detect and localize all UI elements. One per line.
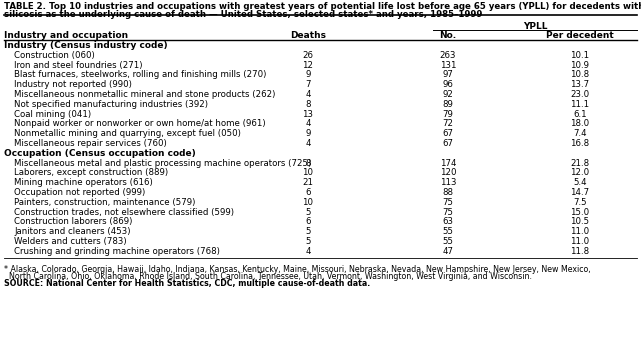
Text: 4: 4 <box>305 247 311 256</box>
Text: 10.9: 10.9 <box>570 60 590 69</box>
Text: 113: 113 <box>440 178 456 187</box>
Text: Industry not reported (990): Industry not reported (990) <box>14 80 132 89</box>
Text: Janitors and cleaners (453): Janitors and cleaners (453) <box>14 227 131 236</box>
Text: Per decedent: Per decedent <box>546 31 614 40</box>
Text: 96: 96 <box>442 80 453 89</box>
Text: 14.7: 14.7 <box>570 188 590 197</box>
Text: Blast furnaces, steelworks, rolling and finishing mills (270): Blast furnaces, steelworks, rolling and … <box>14 71 267 80</box>
Text: 174: 174 <box>440 159 456 168</box>
Text: 11.1: 11.1 <box>570 100 590 109</box>
Text: 89: 89 <box>442 100 453 109</box>
Text: Occupation (Census occupation code): Occupation (Census occupation code) <box>4 149 196 158</box>
Text: 18.0: 18.0 <box>570 120 590 129</box>
Text: 7: 7 <box>305 80 311 89</box>
Text: Construction laborers (869): Construction laborers (869) <box>14 217 133 226</box>
Text: 97: 97 <box>442 71 453 80</box>
Text: * Alaska, Colorado, Georgia, Hawaii, Idaho, Indiana, Kansas, Kentucky, Maine, Mi: * Alaska, Colorado, Georgia, Hawaii, Ida… <box>4 265 590 274</box>
Text: 75: 75 <box>442 208 453 217</box>
Text: Industry and occupation: Industry and occupation <box>4 31 128 40</box>
Text: 55: 55 <box>442 227 453 236</box>
Text: 10.8: 10.8 <box>570 71 590 80</box>
Text: 55: 55 <box>442 237 453 246</box>
Text: 7.4: 7.4 <box>573 129 587 138</box>
Text: Nonmetallic mining and quarrying, except fuel (050): Nonmetallic mining and quarrying, except… <box>14 129 241 138</box>
Text: 12.0: 12.0 <box>570 168 590 177</box>
Text: 4: 4 <box>305 90 311 99</box>
Text: 15.0: 15.0 <box>570 208 590 217</box>
Text: SOURCE: National Center for Health Statistics, CDC, multiple cause-of-death data: SOURCE: National Center for Health Stati… <box>4 279 370 288</box>
Text: 8: 8 <box>305 159 311 168</box>
Text: 11.0: 11.0 <box>570 237 590 246</box>
Text: Coal mining (041): Coal mining (041) <box>14 109 91 118</box>
Text: 92: 92 <box>442 90 453 99</box>
Text: Iron and steel foundries (271): Iron and steel foundries (271) <box>14 60 142 69</box>
Text: No.: No. <box>440 31 456 40</box>
Text: 9: 9 <box>305 71 311 80</box>
Text: silicosis as the underlying cause of death — United States, selected states* and: silicosis as the underlying cause of dea… <box>4 10 483 19</box>
Text: 4: 4 <box>305 139 311 148</box>
Text: Construction (060): Construction (060) <box>14 51 95 60</box>
Text: 5: 5 <box>305 237 311 246</box>
Text: 16.8: 16.8 <box>570 139 590 148</box>
Text: 9: 9 <box>305 129 311 138</box>
Text: 10.5: 10.5 <box>570 217 590 226</box>
Text: TABLE 2. Top 10 industries and occupations with greatest years of potential life: TABLE 2. Top 10 industries and occupatio… <box>4 2 641 11</box>
Text: 67: 67 <box>442 139 453 148</box>
Text: 13.7: 13.7 <box>570 80 590 89</box>
Text: 88: 88 <box>442 188 453 197</box>
Text: 263: 263 <box>440 51 456 60</box>
Text: 5.4: 5.4 <box>573 178 587 187</box>
Text: 8: 8 <box>305 100 311 109</box>
Text: Miscellaneous metal and plastic processing machine operators (725): Miscellaneous metal and plastic processi… <box>14 159 312 168</box>
Text: 6.1: 6.1 <box>573 109 587 118</box>
Text: North Carolina, Ohio, Oklahoma, Rhode Island, South Carolina, Tennessee, Utah, V: North Carolina, Ohio, Oklahoma, Rhode Is… <box>4 271 532 280</box>
Text: 6: 6 <box>305 217 311 226</box>
Text: Deaths: Deaths <box>290 31 326 40</box>
Text: Painters, construction, maintenance (579): Painters, construction, maintenance (579… <box>14 198 196 207</box>
Text: 13: 13 <box>303 109 313 118</box>
Text: 63: 63 <box>442 217 453 226</box>
Text: 10.1: 10.1 <box>570 51 590 60</box>
Text: 75: 75 <box>442 198 453 207</box>
Text: Welders and cutters (783): Welders and cutters (783) <box>14 237 127 246</box>
Text: 47: 47 <box>442 247 453 256</box>
Text: Miscellaneous repair services (760): Miscellaneous repair services (760) <box>14 139 167 148</box>
Text: 6: 6 <box>305 188 311 197</box>
Text: 72: 72 <box>442 120 453 129</box>
Text: Not specified manufacturing industries (392): Not specified manufacturing industries (… <box>14 100 208 109</box>
Text: Miscellaneous nonmetallic mineral and stone products (262): Miscellaneous nonmetallic mineral and st… <box>14 90 276 99</box>
Text: 5: 5 <box>305 227 311 236</box>
Text: 11.8: 11.8 <box>570 247 590 256</box>
Text: 79: 79 <box>442 109 453 118</box>
Text: 120: 120 <box>440 168 456 177</box>
Text: 131: 131 <box>440 60 456 69</box>
Text: 67: 67 <box>442 129 453 138</box>
Text: 26: 26 <box>303 51 313 60</box>
Text: 5: 5 <box>305 208 311 217</box>
Text: 10: 10 <box>303 198 313 207</box>
Text: Nonpaid worker or nonworker or own home/at home (961): Nonpaid worker or nonworker or own home/… <box>14 120 265 129</box>
Text: Laborers, except construction (889): Laborers, except construction (889) <box>14 168 168 177</box>
Text: 12: 12 <box>303 60 313 69</box>
Text: 4: 4 <box>305 120 311 129</box>
Text: 7.5: 7.5 <box>573 198 587 207</box>
Text: 23.0: 23.0 <box>570 90 590 99</box>
Text: 11.0: 11.0 <box>570 227 590 236</box>
Text: 21: 21 <box>303 178 313 187</box>
Text: Crushing and grinding machine operators (768): Crushing and grinding machine operators … <box>14 247 220 256</box>
Text: 21.8: 21.8 <box>570 159 590 168</box>
Text: Mining machine operators (616): Mining machine operators (616) <box>14 178 153 187</box>
Text: Industry (Census industry code): Industry (Census industry code) <box>4 41 168 50</box>
Text: Construction trades, not elsewhere classified (599): Construction trades, not elsewhere class… <box>14 208 234 217</box>
Text: Occupation not reported (999): Occupation not reported (999) <box>14 188 146 197</box>
Text: YPLL: YPLL <box>523 22 547 31</box>
Text: 10: 10 <box>303 168 313 177</box>
